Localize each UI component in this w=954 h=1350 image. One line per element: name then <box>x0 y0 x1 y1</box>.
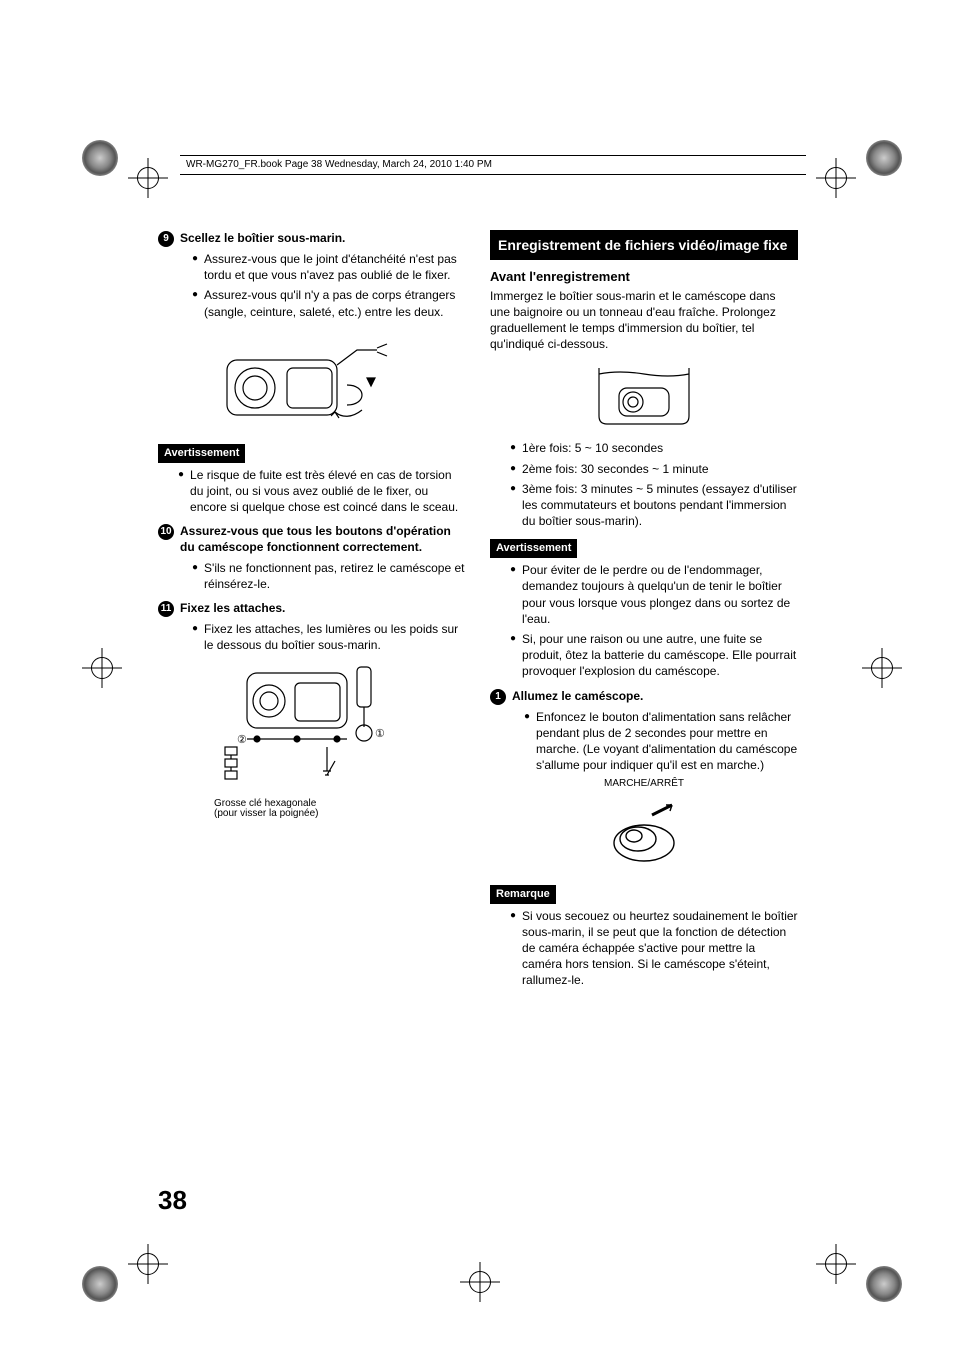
page-content: 9 Scellez le boîtier sous-marin. ●Assure… <box>158 230 798 993</box>
time-3: 3ème fois: 3 minutes ~ 5 minutes (essaye… <box>522 481 798 530</box>
warning-1-label: Avertissement <box>158 444 245 463</box>
figure-power-button <box>490 799 798 869</box>
step-9-bullet-1: Assurez-vous que le joint d'étanchéité n… <box>204 251 466 283</box>
step-11: 11 Fixez les attaches. <box>158 600 466 617</box>
bullet-dot: ● <box>192 287 198 319</box>
bullet-dot: ● <box>510 631 516 680</box>
step-11-bullets: ●Fixez les attaches, les lumières ou les… <box>192 621 466 653</box>
crop-cross-top <box>128 158 168 198</box>
page-number: 38 <box>158 1183 187 1218</box>
figure-attachments: ① ② <box>158 661 466 791</box>
crop-cross-right <box>862 648 902 688</box>
bullet-dot: ● <box>510 908 516 989</box>
step-9-bullet-2: Assurez-vous qu'il n'y a pas de corps ét… <box>204 287 466 319</box>
bullet-dot: ● <box>192 560 198 592</box>
step-9-number: 9 <box>158 231 174 247</box>
step-9-title: Scellez le boîtier sous-marin. <box>180 230 345 247</box>
intro-text: Immergez le boîtier sous-marin et le cam… <box>490 288 798 353</box>
running-header: WR-MG270_FR.book Page 38 Wednesday, Marc… <box>180 155 806 175</box>
svg-text:②: ② <box>237 734 247 746</box>
bullet-dot: ● <box>510 562 516 627</box>
figure-power-label: MARCHE/ARRÊT <box>490 777 798 791</box>
time-2: 2ème fois: 30 secondes ~ 1 minute <box>522 461 798 477</box>
step-9-bullets: ●Assurez-vous que le joint d'étanchéité … <box>192 251 466 320</box>
note-text: Si vous secouez ou heurtez soudainement … <box>522 908 798 989</box>
step-11-bullet-1: Fixez les attaches, les lumières ou les … <box>204 621 466 653</box>
figure-immerse <box>490 360 798 430</box>
crop-cross-bottom <box>460 1262 500 1302</box>
bullet-dot: ● <box>524 709 530 774</box>
warning-2: Avertissement ●Pour éviter de le perdre … <box>490 533 798 679</box>
crop-corner-bl <box>82 1266 118 1302</box>
crop-cross-bl <box>128 1244 168 1284</box>
step-1-right: 1 Allumez le caméscope. <box>490 688 798 705</box>
note-box: Remarque ●Si vous secouez ou heurtez sou… <box>490 879 798 989</box>
step-1-title: Allumez le caméscope. <box>512 688 643 705</box>
bullet-dot: ● <box>510 461 516 477</box>
crop-corner-br <box>866 1266 902 1302</box>
step-11-title: Fixez les attaches. <box>180 600 285 617</box>
crop-cross-tr <box>816 158 856 198</box>
figure-caption-2: (pour visser la poignée) <box>214 807 466 821</box>
right-column: Enregistrement de fichiers vidéo/image f… <box>490 230 798 993</box>
warning-1: Avertissement ●Le risque de fuite est tr… <box>158 438 466 515</box>
warning-2-b1: Pour éviter de le perdre ou de l'endomma… <box>522 562 798 627</box>
step-11-number: 11 <box>158 601 174 617</box>
sub-heading: Avant l'enregistrement <box>490 268 798 286</box>
step-9: 9 Scellez le boîtier sous-marin. <box>158 230 466 247</box>
warning-1-text: Le risque de fuite est très élevé en cas… <box>190 467 466 516</box>
svg-text:①: ① <box>375 728 385 740</box>
figure-seal-housing <box>158 328 466 428</box>
section-title: Enregistrement de fichiers vidéo/image f… <box>490 230 798 260</box>
crop-corner-tl <box>82 140 118 176</box>
step-10: 10 Assurez-vous que tous les boutons d'o… <box>158 523 466 555</box>
bullet-dot: ● <box>192 251 198 283</box>
crop-cross-br <box>816 1244 856 1284</box>
step-10-title: Assurez-vous que tous les boutons d'opér… <box>180 523 466 555</box>
crop-cross-left <box>82 648 122 688</box>
time-1: 1ère fois: 5 ~ 10 secondes <box>522 440 798 456</box>
bullet-dot: ● <box>510 481 516 530</box>
immersion-times: ● 1ère fois: 5 ~ 10 secondes ● 2ème fois: … <box>510 440 798 529</box>
bullet-dot: ● <box>178 467 184 516</box>
note-label: Remarque <box>490 885 556 904</box>
step-10-number: 10 <box>158 524 174 540</box>
step-1-number: 1 <box>490 689 506 705</box>
step-1-bullets: ●Enfoncez le bouton d'alimentation sans … <box>524 709 798 774</box>
step-10-bullets: ●S'ils ne fonctionnent pas, retirez le c… <box>192 560 466 592</box>
header-text: WR-MG270_FR.book Page 38 Wednesday, Marc… <box>186 158 492 172</box>
warning-2-b2: Si, pour une raison ou une autre, une fu… <box>522 631 798 680</box>
crop-corner-tr <box>866 140 902 176</box>
step-10-bullet-1: S'ils ne fonctionnent pas, retirez le ca… <box>204 560 466 592</box>
bullet-dot: ● <box>192 621 198 653</box>
step-1-bullet-1: Enfoncez le bouton d'alimentation sans r… <box>536 709 798 774</box>
bullet-dot: ● <box>510 440 516 456</box>
warning-2-label: Avertissement <box>490 539 577 558</box>
left-column: 9 Scellez le boîtier sous-marin. ●Assure… <box>158 230 466 993</box>
